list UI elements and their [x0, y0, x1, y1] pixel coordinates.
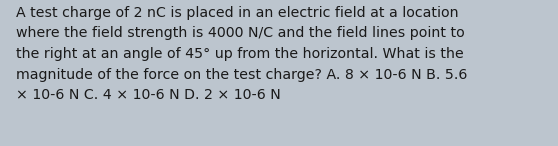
- Text: A test charge of 2 nC is placed in an electric field at a location
where the fie: A test charge of 2 nC is placed in an el…: [16, 6, 467, 102]
